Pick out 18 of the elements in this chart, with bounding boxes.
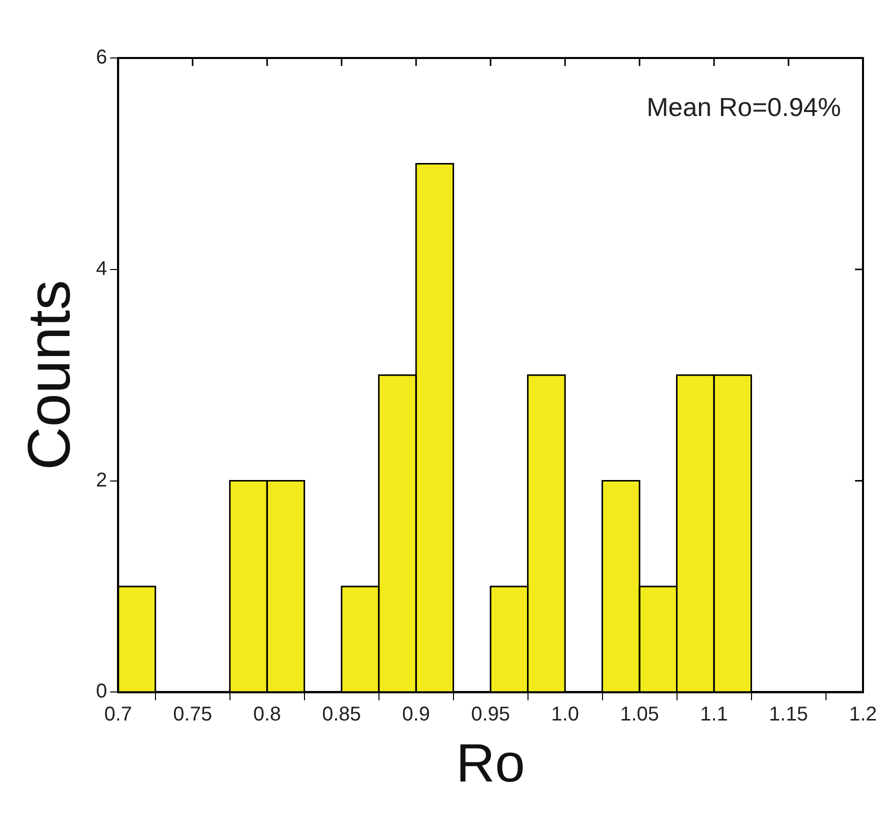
x-tick-label: 0.9 — [402, 704, 430, 726]
y-tick-label: 4 — [96, 258, 108, 280]
y-tick-label: 2 — [96, 469, 108, 492]
annotation: Mean Ro=0.94% — [646, 92, 841, 122]
y-tick-label: 6 — [96, 46, 108, 69]
x-tick-label: 0.95 — [471, 704, 510, 726]
x-tick-label: 1.2 — [849, 704, 877, 726]
x-tick-label: 0.7 — [104, 704, 132, 726]
y-axis-title: Counts — [16, 280, 83, 470]
x-tick-label: 0.75 — [173, 704, 212, 726]
x-axis-title: Ro — [456, 733, 526, 794]
x-tick-label: 1.05 — [620, 704, 660, 726]
x-tick-label: 1.0 — [551, 704, 579, 726]
x-tick-label: 0.8 — [253, 704, 282, 726]
y-tick-label: 0 — [96, 680, 108, 703]
x-tick-label: 1.15 — [769, 704, 808, 726]
x-tick-label: 1.1 — [700, 704, 728, 726]
x-tick-label: 0.85 — [322, 704, 362, 726]
